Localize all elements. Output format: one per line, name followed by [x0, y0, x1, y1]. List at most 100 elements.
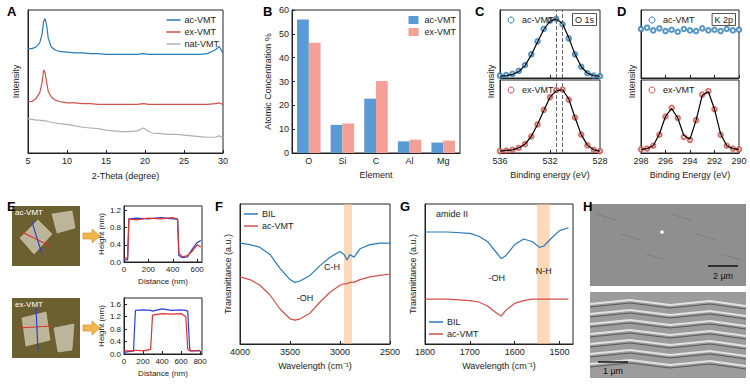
svg-text:290: 290: [731, 156, 746, 166]
svg-text:2-Theta (degree): 2-Theta (degree): [92, 171, 160, 181]
svg-text:ex-VMT: ex-VMT: [663, 85, 695, 95]
svg-text:1800: 1800: [415, 347, 435, 357]
svg-text:532: 532: [542, 156, 557, 166]
svg-text:ex-VMT: ex-VMT: [15, 300, 43, 309]
svg-text:60: 60: [279, 5, 289, 15]
svg-text:536: 536: [492, 156, 507, 166]
svg-text:nat-VMT: nat-VMT: [184, 39, 219, 49]
svg-text:C-H: C-H: [324, 262, 340, 272]
svg-text:Wavelength (cm⁻¹): Wavelength (cm⁻¹): [462, 361, 536, 371]
svg-text:3500: 3500: [280, 347, 300, 357]
svg-text:ex-VMT: ex-VMT: [425, 27, 457, 37]
svg-text:400: 400: [166, 265, 180, 274]
svg-text:Mg: Mg: [437, 156, 450, 166]
svg-text:A: A: [7, 4, 17, 19]
svg-text:H: H: [583, 199, 592, 214]
svg-text:296: 296: [658, 156, 673, 166]
svg-text:Distance (nm): Distance (nm): [138, 277, 188, 286]
svg-text:20: 20: [279, 100, 289, 110]
svg-text:10: 10: [279, 124, 289, 134]
svg-text:G: G: [400, 199, 410, 214]
svg-text:E: E: [7, 199, 16, 214]
svg-text:ac-VMT: ac-VMT: [425, 15, 457, 25]
svg-text:Transmittance (a.u.): Transmittance (a.u.): [223, 234, 233, 314]
svg-text:292: 292: [707, 156, 722, 166]
svg-text:ac-VMT: ac-VMT: [522, 15, 554, 25]
svg-text:0.8: 0.8: [110, 325, 122, 334]
svg-text:Distance (nm): Distance (nm): [138, 369, 188, 378]
svg-text:Intensity: Intensity: [627, 64, 637, 98]
svg-text:10: 10: [62, 156, 72, 166]
svg-text:F: F: [215, 199, 223, 214]
svg-text:528: 528: [592, 156, 607, 166]
svg-text:ac-VMT: ac-VMT: [262, 221, 294, 231]
svg-text:ac-VMT: ac-VMT: [447, 329, 479, 339]
svg-text:3000: 3000: [330, 347, 350, 357]
svg-text:ac-VMT: ac-VMT: [184, 15, 216, 25]
svg-text:1600: 1600: [505, 347, 525, 357]
svg-text:0.4: 0.4: [110, 240, 122, 249]
svg-text:15: 15: [101, 156, 111, 166]
svg-text:2500: 2500: [380, 347, 400, 357]
svg-text:1700: 1700: [460, 347, 480, 357]
svg-text:1 μm: 1 μm: [603, 366, 623, 376]
svg-text:C: C: [475, 4, 485, 19]
svg-text:0: 0: [122, 357, 127, 366]
svg-text:D: D: [617, 4, 626, 19]
svg-text:0.4: 0.4: [110, 337, 122, 346]
svg-text:Al: Al: [406, 156, 414, 166]
svg-text:Intensity: Intensity: [486, 64, 496, 98]
svg-text:2 μm: 2 μm: [713, 271, 733, 281]
svg-text:-OH: -OH: [489, 273, 506, 283]
svg-text:C: C: [373, 156, 380, 166]
svg-text:1.6: 1.6: [110, 300, 122, 309]
svg-text:1500: 1500: [550, 347, 570, 357]
svg-text:294: 294: [682, 156, 697, 166]
svg-text:200: 200: [142, 265, 156, 274]
svg-text:Transmittance (a.u.): Transmittance (a.u.): [408, 234, 418, 314]
svg-text:Binding Energy (eV): Binding Energy (eV): [650, 170, 731, 180]
svg-text:200: 200: [136, 357, 150, 366]
svg-text:50: 50: [279, 29, 289, 39]
svg-text:Element: Element: [359, 170, 393, 180]
svg-text:0.8: 0.8: [110, 223, 122, 232]
svg-text:Wavelength (cm⁻¹): Wavelength (cm⁻¹): [278, 361, 352, 371]
svg-text:0: 0: [284, 148, 289, 158]
svg-text:N-H: N-H: [536, 266, 552, 276]
svg-text:0.0: 0.0: [110, 350, 122, 359]
svg-text:ac-VMT: ac-VMT: [15, 208, 43, 217]
svg-text:Height (nm): Height (nm): [97, 305, 106, 347]
svg-text:BIL: BIL: [447, 317, 461, 327]
svg-text:Si: Si: [338, 156, 346, 166]
svg-text:BIL: BIL: [262, 209, 276, 219]
svg-text:1.2: 1.2: [110, 206, 122, 215]
svg-text:Intensity: Intensity: [11, 64, 21, 98]
svg-text:Atomic Concentration %: Atomic Concentration %: [263, 33, 273, 130]
svg-text:298: 298: [633, 156, 648, 166]
svg-text:0.0: 0.0: [110, 258, 122, 267]
svg-text:Height (nm): Height (nm): [97, 213, 106, 255]
svg-text:ex-VMT: ex-VMT: [184, 27, 216, 37]
svg-text:ac-VMT: ac-VMT: [663, 15, 695, 25]
svg-text:O: O: [305, 156, 312, 166]
svg-text:400: 400: [155, 357, 169, 366]
svg-text:600: 600: [174, 357, 188, 366]
svg-text:-OH: -OH: [297, 293, 314, 303]
svg-text:30: 30: [218, 156, 228, 166]
svg-text:4000: 4000: [230, 347, 250, 357]
svg-text:20: 20: [140, 156, 150, 166]
svg-text:Binding energy (eV): Binding energy (eV): [510, 170, 590, 180]
svg-text:30: 30: [279, 77, 289, 87]
svg-text:0: 0: [122, 265, 127, 274]
svg-text:1.2: 1.2: [110, 312, 122, 321]
svg-text:40: 40: [279, 53, 289, 63]
svg-text:800: 800: [193, 357, 207, 366]
svg-text:ex-VMT: ex-VMT: [522, 85, 554, 95]
svg-text:5: 5: [25, 156, 30, 166]
svg-text:600: 600: [190, 265, 204, 274]
svg-text:B: B: [263, 4, 272, 19]
svg-text:25: 25: [179, 156, 189, 166]
svg-text:K 2p: K 2p: [714, 15, 733, 25]
svg-text:O 1s: O 1s: [575, 15, 595, 25]
svg-text:amide II: amide II: [436, 209, 468, 219]
